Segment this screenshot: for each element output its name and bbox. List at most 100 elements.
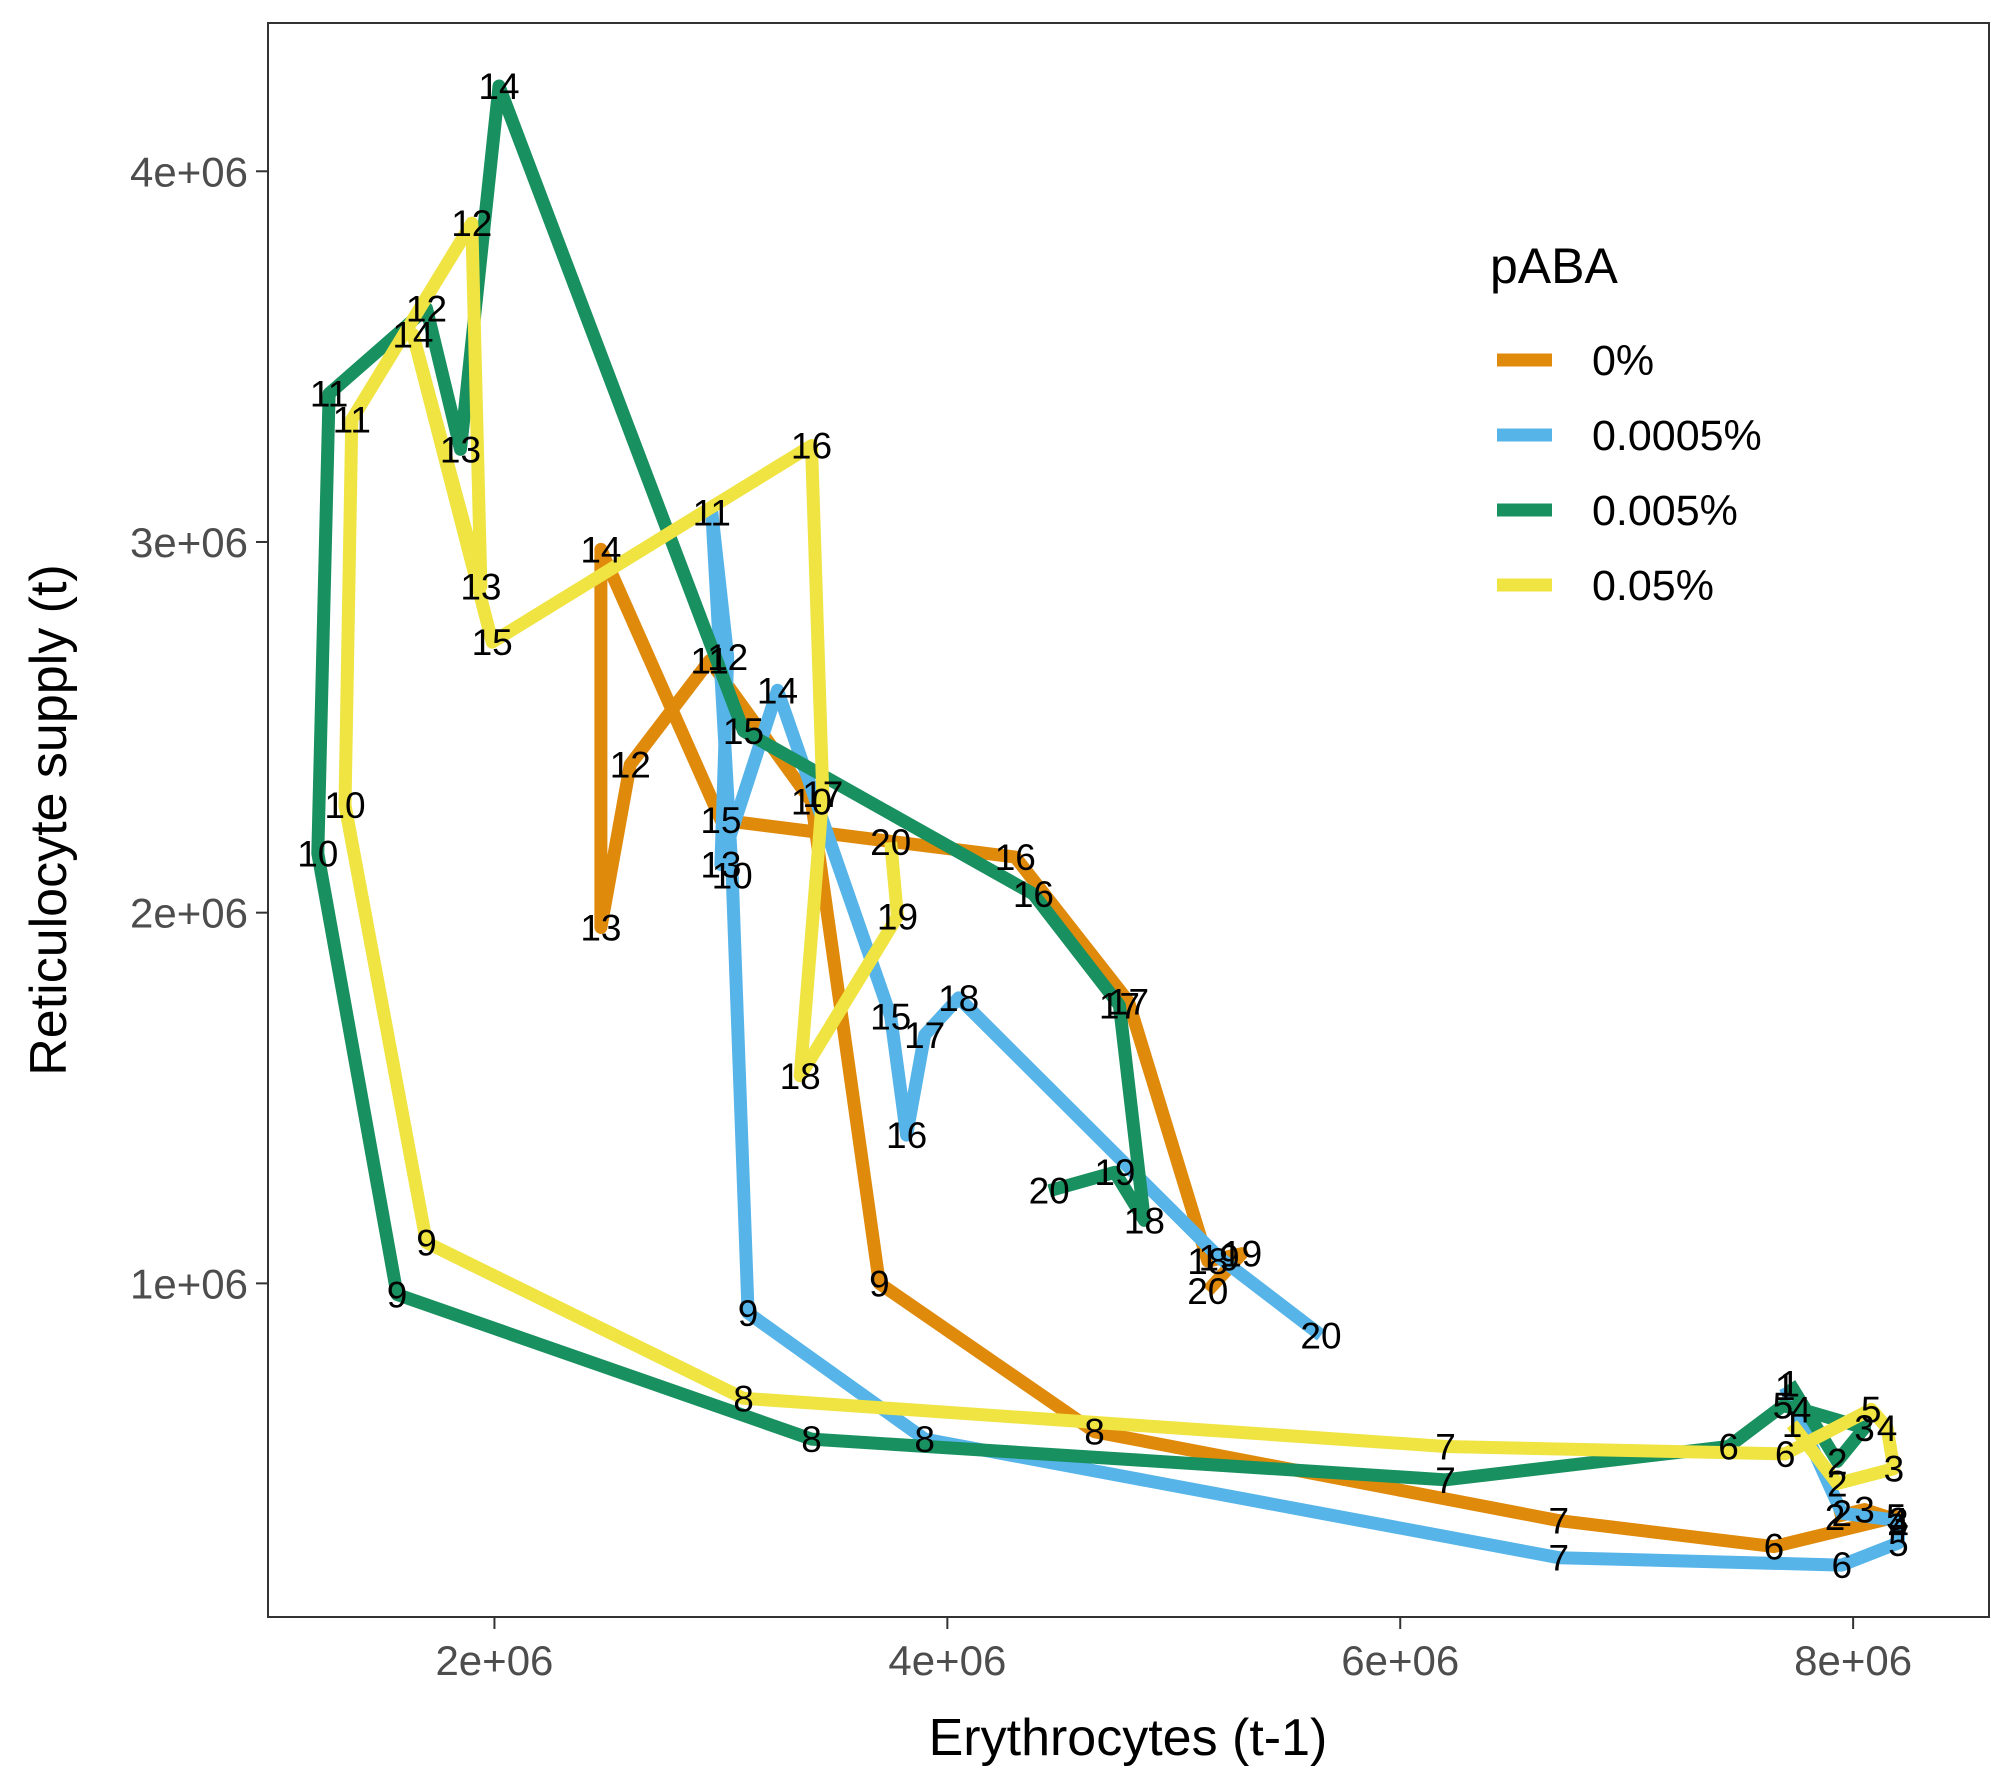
x-tick-label: 6e+06 xyxy=(1341,1637,1459,1684)
point-label: 4 xyxy=(1791,1389,1812,1430)
point-label: 9 xyxy=(869,1263,890,1304)
y-tick-label: 2e+06 xyxy=(130,890,248,937)
point-label: 11 xyxy=(333,400,371,441)
point-label: 8 xyxy=(914,1419,935,1460)
series-line-3 xyxy=(338,216,1901,1490)
point-label: 15 xyxy=(870,997,911,1038)
point-label: 5 xyxy=(1861,1389,1882,1430)
point-label: 7 xyxy=(1435,1460,1456,1501)
point-label: 10 xyxy=(297,833,338,874)
point-label: 6 xyxy=(1775,1434,1796,1475)
point-label: 9 xyxy=(738,1293,759,1334)
point-label: 13 xyxy=(440,429,481,470)
point-label: 1 xyxy=(1782,1404,1803,1445)
y-tick-label: 3e+06 xyxy=(130,519,248,566)
point-label: 6 xyxy=(1764,1527,1785,1568)
point-label: 14 xyxy=(392,314,433,355)
point-label: 2 xyxy=(1832,1493,1853,1534)
point-label: 13 xyxy=(460,567,501,608)
point-label: 20 xyxy=(1300,1315,1341,1356)
y-axis: 1e+06 2e+06 3e+06 4e+06 xyxy=(130,148,268,1307)
point-label: 20 xyxy=(870,822,911,863)
point-label: 11 xyxy=(310,374,348,415)
point-label: 10 xyxy=(712,856,753,897)
point-label: 10 xyxy=(791,782,832,823)
y-tick-label: 4e+06 xyxy=(130,148,248,195)
y-axis-title: Reticulocyte supply (t) xyxy=(20,564,78,1076)
point-label: 2 xyxy=(1825,1497,1846,1538)
point-label: 16 xyxy=(995,837,1036,878)
point-label: 9 xyxy=(416,1223,437,1264)
plot-panel-border xyxy=(267,22,1990,1618)
point-label: 19 xyxy=(1221,1234,1262,1275)
point-label: 1 xyxy=(1779,1364,1800,1405)
series-line-1 xyxy=(705,505,1905,1572)
point-label: 5 xyxy=(1886,1497,1907,1538)
point-label: 17 xyxy=(1099,985,1140,1026)
point-label: 14 xyxy=(478,66,519,107)
y-tick-label: 1e+06 xyxy=(130,1260,248,1307)
point-label: 19 xyxy=(1199,1237,1240,1278)
x-tick-label: 2e+06 xyxy=(435,1637,553,1684)
point-label: 18 xyxy=(1124,1200,1165,1241)
point-label: 7 xyxy=(1549,1538,1570,1579)
point-label: 18 xyxy=(780,1056,821,1097)
point-label: 18 xyxy=(938,978,979,1019)
point-label: 6 xyxy=(1718,1427,1739,1468)
x-axis: 2e+06 4e+06 6e+06 8e+06 xyxy=(435,1617,1912,1684)
legend-label-1: 0.0005% xyxy=(1592,412,1762,460)
point-label: 5 xyxy=(1773,1386,1794,1427)
point-label: 15 xyxy=(472,622,513,663)
point-label: 16 xyxy=(886,1115,927,1156)
point-label: 17 xyxy=(1108,982,1149,1023)
point-label: 11 xyxy=(693,492,731,533)
point-label: 8 xyxy=(1084,1412,1105,1453)
point-label: 5 xyxy=(1888,1523,1909,1564)
point-label: 19 xyxy=(877,896,918,937)
point-label: 12 xyxy=(610,744,651,785)
point-label: 13 xyxy=(580,908,621,949)
point-label: 6 xyxy=(1832,1545,1853,1586)
point-label: 8 xyxy=(733,1378,754,1419)
point-label: 15 xyxy=(700,800,741,841)
x-tick-label: 4e+06 xyxy=(888,1637,1006,1684)
point-label: 3 xyxy=(1854,1408,1875,1449)
x-axis-title: Erythrocytes (t-1) xyxy=(929,1709,1328,1767)
point-label: 12 xyxy=(406,288,447,329)
point-label: 7 xyxy=(1549,1501,1570,1542)
point-label: 1 xyxy=(1775,1367,1796,1408)
point-label: 4 xyxy=(1877,1408,1898,1449)
legend-title: pABA xyxy=(1490,238,1619,294)
point-label: 4 xyxy=(1888,1508,1909,1549)
point-label: 3 xyxy=(1888,1501,1909,1542)
point-label: 4 xyxy=(1888,1501,1909,1542)
series-line-2 xyxy=(311,79,1871,1487)
point-label: 19 xyxy=(1094,1152,1135,1193)
point-label: 2 xyxy=(1827,1441,1848,1482)
point-label: 15 xyxy=(723,711,764,752)
point-label: 20 xyxy=(1029,1171,1070,1212)
point-label: 12 xyxy=(451,203,492,244)
point-label: 10 xyxy=(324,785,365,826)
point-label: 16 xyxy=(791,426,832,467)
legend: pABA 0% 0.0005% 0.005% 0.05% xyxy=(1490,238,1762,610)
point-label: 11 xyxy=(690,641,728,682)
point-label: 20 xyxy=(1187,1271,1228,1312)
point-label: 2 xyxy=(1827,1464,1848,1505)
point-label: 13 xyxy=(700,845,741,886)
plot-lines xyxy=(311,79,1905,1572)
point-label: 7 xyxy=(1435,1427,1456,1468)
legend-label-2: 0.005% xyxy=(1592,487,1738,535)
point-label: 17 xyxy=(904,1015,945,1056)
point-label: 17 xyxy=(802,774,843,815)
point-label: 12 xyxy=(707,637,748,678)
point-label: 14 xyxy=(757,670,798,711)
legend-label-0: 0% xyxy=(1592,337,1654,385)
point-label: 3 xyxy=(1854,1490,1875,1531)
point-label: 3 xyxy=(1884,1449,1905,1490)
point-label: 8 xyxy=(801,1419,822,1460)
x-tick-label: 8e+06 xyxy=(1794,1637,1912,1684)
